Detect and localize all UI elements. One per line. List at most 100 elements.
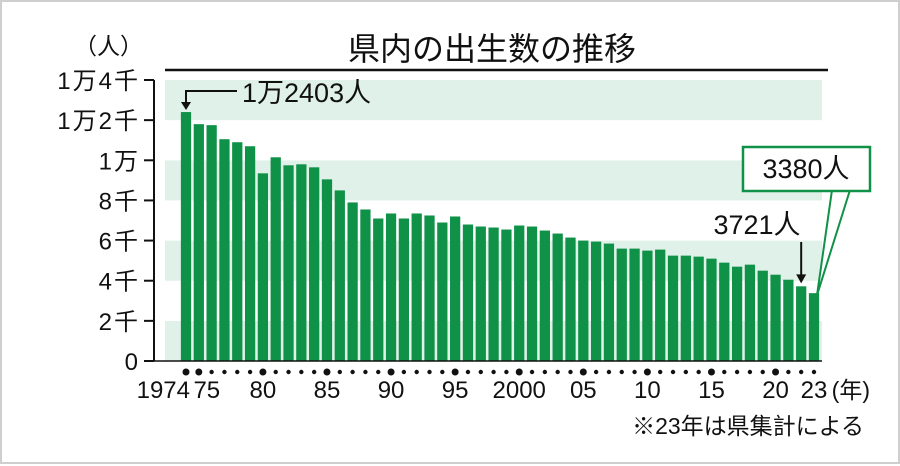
y-unit-label: （人） [74,33,143,59]
bar [514,225,525,361]
x-tick-dot [299,369,304,375]
x-tick-dot [273,369,278,375]
x-tick-dot [414,369,419,375]
x-tick-label: 05 [570,377,597,404]
x-tick-dot [593,369,599,375]
bar [552,233,563,361]
bar [488,227,499,361]
bar [424,215,435,361]
bar [270,157,281,361]
bar [693,256,704,361]
x-tick-dot [529,369,535,375]
x-tick-dot [401,369,407,375]
x-tick-dot [247,369,253,375]
x-tick-dot [182,368,190,376]
bar [783,279,794,361]
x-tick-dot [734,369,740,375]
bar [475,226,486,361]
y-axis: 0 2千 4千 6千 8千 1万 1万2千 1万4千 [57,68,155,376]
bar [360,209,371,361]
x-tick-dot [542,369,548,375]
bar [283,165,294,361]
x-tick-dot [195,368,203,376]
bar [347,202,358,361]
bar [193,124,204,362]
bar [744,264,756,361]
y-tick-label: 1万 [99,148,140,175]
bar [501,229,512,361]
bar [296,164,307,361]
bar [437,222,448,361]
bar [667,255,679,361]
bar [808,293,820,361]
x-tick-label: 2000 [493,377,546,404]
bar [590,241,602,361]
bar [385,213,397,361]
bar [719,262,730,361]
x-tick-dot [670,369,676,375]
bar [565,237,576,361]
x-tick-dot [579,368,587,376]
x-tick-dot [504,369,509,375]
bar [655,249,666,361]
x-tick-dot [555,369,560,375]
x-tick-dot [747,369,753,375]
bar [373,218,384,361]
x-tick-label: 95 [442,377,469,404]
bar [309,167,320,361]
annotation-2023: 3380人 [762,154,849,184]
annotations: 1万2403人 3721人 3380人 [181,78,872,296]
bar [206,125,217,362]
x-tick-dot [798,369,804,375]
x-tick-dot [209,369,214,375]
bar [796,286,807,361]
bar [219,139,230,361]
x-tick-dot [427,369,432,375]
bar [731,266,743,361]
x-tick-dot [683,369,689,375]
bar [539,230,550,361]
y-tick-label: 2千 [99,309,140,336]
bar [257,173,269,361]
x-unit-label: (年) [832,377,870,403]
bars [180,112,820,362]
bar [706,258,717,361]
x-tick-dot [632,369,637,375]
x-tick-label: 15 [698,377,725,404]
x-tick-dot [643,368,651,376]
annotation-arrowhead [181,102,191,111]
bar [603,243,615,361]
bar [578,240,589,361]
x-tick-dot [707,368,715,376]
annotation-max: 1万2403人 [242,78,371,108]
x-tick-dot [311,369,317,375]
chart-title: 県内の出生数の推移 [348,31,636,67]
x-tick-dot [387,368,395,376]
bar [629,248,640,361]
x-tick-label: 10 [634,377,661,404]
x-tick-dot [350,369,355,375]
grid-band [165,120,822,161]
x-axis: 1974 75 80 85 90 95 2000 05 10 15 20 23 [137,360,827,404]
x-tick-dot [568,369,573,375]
bar [244,146,256,361]
x-tick-dot [286,369,291,375]
bar [526,226,538,361]
bar [321,179,333,361]
x-tick-dot [811,369,817,375]
source-note: ※23年は県集計による [632,413,864,439]
y-tick-label: 1万2千 [57,108,140,135]
bar [680,255,691,361]
x-tick-dot [235,369,240,375]
grid-band [165,80,822,121]
x-tick-dot [772,368,780,376]
x-tick-dot [619,369,624,375]
y-tick-label: 1万4千 [57,68,140,95]
bar [616,248,627,361]
annotation-leader [185,90,237,108]
bar [757,270,768,361]
x-tick-label: 1974 [137,377,190,404]
annotation-arrowhead [796,274,807,284]
bar [462,224,474,361]
